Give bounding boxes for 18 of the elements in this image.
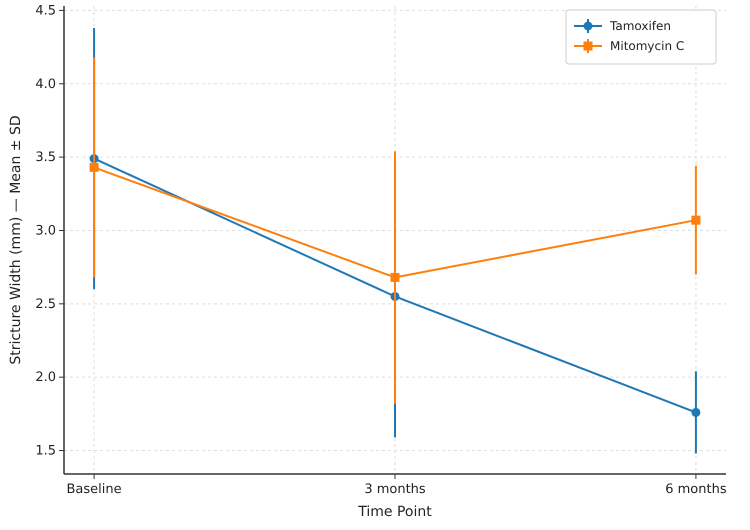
y-tick-label: 2.0 <box>35 370 56 386</box>
x-tick-label: Baseline <box>66 482 122 497</box>
point <box>390 272 400 282</box>
y-tick-label: 4.0 <box>35 76 56 92</box>
point <box>691 216 700 225</box>
point <box>691 408 700 417</box>
x-tick-label: 6 months <box>665 482 727 497</box>
y-tick-label: 1.5 <box>35 444 56 459</box>
y-axis-title: Stricture Width (mm) — Mean ± SD <box>8 115 24 365</box>
legend-label: Mitomycin C <box>610 39 684 53</box>
y-tick-label: 2.5 <box>35 296 56 312</box>
x-axis-title: Time Point <box>357 504 432 520</box>
y-tick-label: 4.5 <box>35 3 56 18</box>
y-tick-label: 3.5 <box>35 150 56 166</box>
legend-label: Tamoxifen <box>609 19 672 33</box>
x-tick-label: 3 months <box>364 482 426 497</box>
point <box>90 162 99 172</box>
y-tick-label: 3.0 <box>35 223 56 238</box>
